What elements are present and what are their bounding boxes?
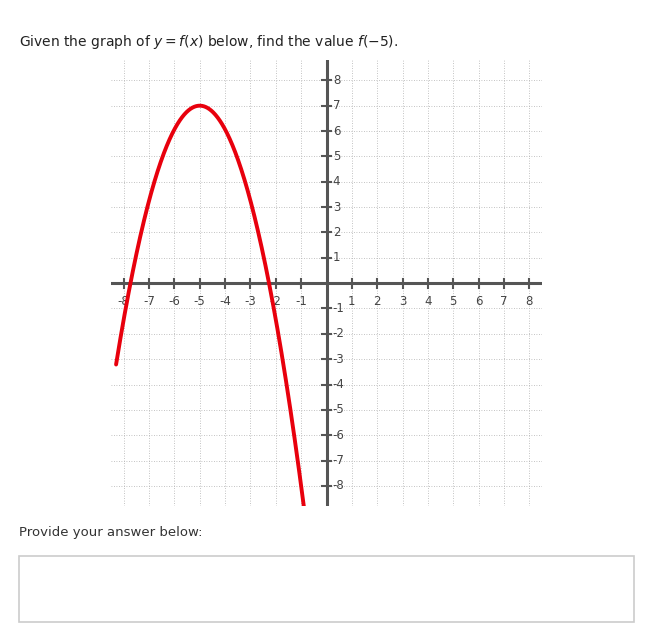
Text: Provide your answer below:: Provide your answer below: [20,526,203,538]
Text: -3: -3 [245,295,257,308]
FancyBboxPatch shape [20,556,633,621]
Text: 6: 6 [333,124,340,138]
Text: -6: -6 [168,295,180,308]
Text: -5: -5 [194,295,206,308]
Text: 1: 1 [348,295,356,308]
Text: -5: -5 [333,403,345,417]
Text: 3: 3 [399,295,406,308]
Text: 1: 1 [333,251,340,264]
Text: 6: 6 [475,295,483,308]
Text: Given the graph of $y = \mathit{f}(x)$ below, find the value $\mathit{f}(-5)$.: Given the graph of $y = \mathit{f}(x)$ b… [20,33,398,50]
Text: -3: -3 [333,353,345,366]
Text: -8: -8 [333,480,345,493]
Text: -8: -8 [118,295,129,308]
Text: 8: 8 [526,295,533,308]
Text: -6: -6 [333,429,345,441]
Text: -4: -4 [219,295,231,308]
Text: -2: -2 [270,295,281,308]
Text: 7: 7 [500,295,508,308]
Text: -7: -7 [143,295,155,308]
Text: 2: 2 [374,295,381,308]
Text: 5: 5 [333,150,340,163]
Text: 4: 4 [333,175,340,188]
Text: -2: -2 [333,327,345,340]
Text: 4: 4 [424,295,432,308]
Text: 5: 5 [449,295,457,308]
Text: 2: 2 [333,226,340,239]
Text: 7: 7 [333,99,340,112]
Text: 3: 3 [333,200,340,214]
Text: -4: -4 [333,378,345,391]
Text: -7: -7 [333,454,345,467]
Text: -1: -1 [333,302,345,315]
Text: -1: -1 [295,295,307,308]
Text: 8: 8 [333,74,340,87]
